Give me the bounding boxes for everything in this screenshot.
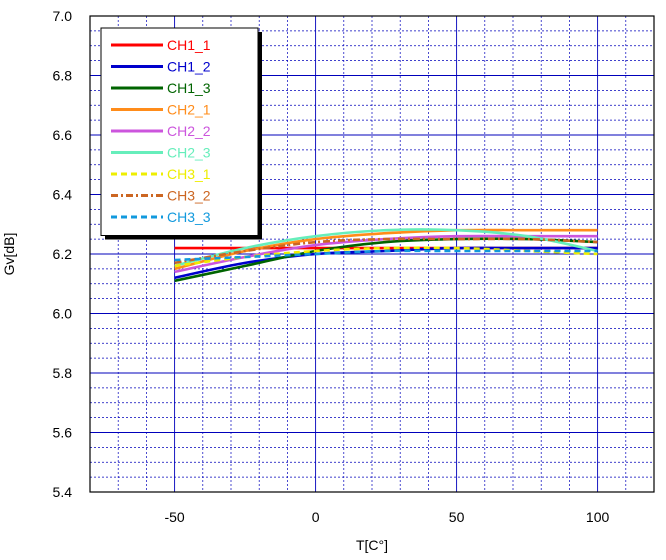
series-line-ch3-3 bbox=[174, 249, 598, 262]
y-tick-label: 5.6 bbox=[53, 425, 73, 441]
y-tick-label: 6.4 bbox=[53, 187, 73, 203]
x-tick-label: 50 bbox=[449, 509, 465, 525]
series-group bbox=[174, 228, 598, 283]
series-line-ch3-2 bbox=[174, 237, 598, 265]
y-tick-label: 6.6 bbox=[53, 127, 73, 143]
series-line-ch2-3 bbox=[174, 228, 598, 268]
legend-label: CH1_1 bbox=[167, 37, 211, 53]
x-tick-label: 0 bbox=[312, 509, 320, 525]
y-tick-label: 6.2 bbox=[53, 246, 73, 262]
legend-label: CH2_2 bbox=[167, 123, 211, 139]
plot-frame bbox=[89, 15, 655, 493]
y-tick-label: 6.8 bbox=[53, 68, 73, 84]
y-tick-labels: 5.4 5.6 5.8 6.0 6.2 6.4 6.6 6.8 7.0 bbox=[53, 8, 73, 500]
legend-label: CH2_3 bbox=[167, 145, 211, 161]
legend: CH1_1 CH1_2 CH1_3 CH2_1 CH2_2 CH2_3 CH3_1 CH3_2… bbox=[100, 27, 262, 240]
y-tick-label: 7.0 bbox=[53, 8, 73, 24]
x-tick-label: -50 bbox=[164, 509, 184, 525]
y-tick-label: 5.8 bbox=[53, 365, 73, 381]
y-axis-label: Gv[dB] bbox=[1, 233, 17, 276]
legend-label: CH3_2 bbox=[167, 188, 211, 204]
x-tick-labels: -50 0 50 100 bbox=[164, 509, 609, 525]
series-line-ch1-3 bbox=[174, 237, 598, 283]
y-tick-label: 6.0 bbox=[53, 306, 73, 322]
legend-label: CH2_1 bbox=[167, 102, 211, 118]
legend-label: CH3_1 bbox=[167, 166, 211, 182]
x-axis-label: T[C°] bbox=[356, 537, 388, 553]
legend-label: CH3_3 bbox=[167, 209, 211, 225]
x-tick-label: 100 bbox=[586, 509, 610, 525]
legend-label: CH1_2 bbox=[167, 59, 211, 75]
legend-items: CH1_1 CH1_2 CH1_3 CH2_1 CH2_2 CH2_3 CH3_1 CH3_2… bbox=[111, 37, 211, 225]
legend-label: CH1_3 bbox=[167, 80, 211, 96]
y-tick-label: 5.4 bbox=[53, 484, 73, 500]
